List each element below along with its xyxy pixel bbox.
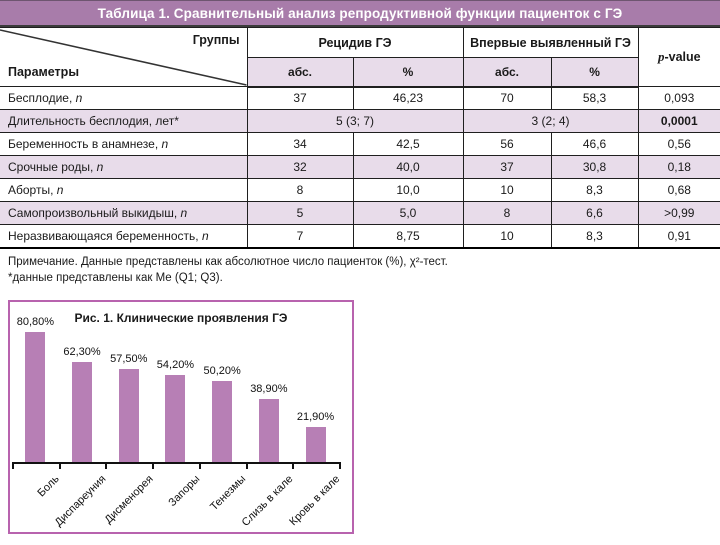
- bar-3: [165, 374, 186, 462]
- bar-value-label: 62,30%: [63, 345, 101, 358]
- table-row: Бесплодие, n 37 46,23 70 58,3 0,093: [0, 86, 720, 110]
- axis-tick: [105, 461, 108, 469]
- figure-1-box: Рис. 1. Клинические проявления ГЭ 80,80%…: [8, 299, 354, 534]
- diagonal-corner-cell: Группы Параметры: [0, 27, 248, 87]
- cell: 34: [246, 132, 354, 156]
- subheader-pct-2: %: [550, 57, 639, 88]
- comparison-table: Группы Параметры Рецидив ГЭ Впервые выяв…: [0, 27, 720, 249]
- header-row-groups: Группы Параметры Рецидив ГЭ Впервые выяв…: [0, 27, 720, 87]
- row-label: Самопроизвольный выкидыш, n: [0, 201, 248, 225]
- cell: 8: [246, 178, 354, 202]
- cell: 46,23: [352, 86, 464, 110]
- category-label: Тенезмы: [208, 472, 249, 513]
- p-italic: p: [657, 49, 665, 64]
- footnote-line-1: Примечание. Данные представлены как абсо…: [8, 255, 448, 268]
- table-footnote: Примечание. Данные представлены как абсо…: [8, 254, 712, 287]
- axis-tick: [12, 461, 14, 469]
- cell: 8,3: [550, 224, 639, 249]
- cell-p-value: 0,18: [637, 155, 720, 179]
- bar-chart-plot-area: 80,80% Боль 62,30% Диспареуния 57,50% Дисмено…: [10, 302, 352, 532]
- axis-tick: [152, 461, 155, 469]
- axis-tick: [292, 461, 295, 469]
- subheader-pct-1: %: [352, 57, 464, 88]
- cell-p-value: 0,0001: [637, 109, 720, 133]
- row-label: Длительность бесплодия, лет*: [0, 109, 248, 133]
- cell: 37: [462, 155, 552, 179]
- category-label: Дисменорея: [102, 472, 156, 526]
- bar-1: [72, 361, 93, 462]
- footnote-line-2: *данные представлены как Ме (Q1; Q3).: [8, 272, 223, 285]
- table-row: Беременность в анамнезе, n 34 42,5 56 46…: [0, 132, 720, 156]
- table-row: Длительность бесплодия, лет* 5 (3; 7) 3 …: [0, 109, 720, 133]
- bar-4: [212, 380, 233, 462]
- table-row: Самопроизвольный выкидыш, n 5 5,0 8 6,6 …: [0, 201, 720, 225]
- cell: 7: [246, 224, 354, 249]
- bar-0: [25, 331, 46, 462]
- column-group-newly-diagnosed: Впервые выявленный ГЭ: [462, 27, 639, 58]
- bar-value-label: 80,80%: [16, 315, 55, 328]
- cell: 46,6: [550, 132, 639, 156]
- bar-6: [305, 426, 326, 462]
- cell: 56: [462, 132, 552, 156]
- axis-tick: [58, 461, 61, 469]
- table-row: Срочные роды, n 32 40,0 37 30,8 0,18: [0, 155, 720, 179]
- cell-p-value: 0,56: [637, 132, 720, 156]
- cell-p-value: 0,093: [637, 86, 720, 110]
- bar-5: [258, 398, 279, 462]
- column-p-value: p-value: [637, 27, 720, 87]
- category-label: Запоры: [165, 472, 202, 509]
- cell: 5,0: [352, 201, 464, 225]
- bar-value-label: 21,90%: [296, 410, 335, 423]
- row-label: Бесплодие, n: [0, 86, 248, 110]
- cell: 5: [246, 201, 354, 225]
- category-label: Боль: [35, 472, 62, 500]
- bar-value-label: 54,20%: [156, 358, 195, 371]
- cell: 40,0: [352, 155, 464, 179]
- bar-value-label: 57,50%: [110, 352, 148, 365]
- cell: 8,3: [550, 178, 639, 202]
- x-axis-line: [12, 461, 341, 464]
- cell: 42,5: [352, 132, 464, 156]
- table-row: Неразвивающаяся беременность, n 7 8,75 1…: [0, 224, 720, 249]
- cell: 8: [462, 201, 552, 225]
- row-label: Аборты, n: [0, 178, 248, 202]
- cell: 70: [462, 86, 552, 110]
- cell: 10,0: [352, 178, 464, 202]
- bar-value-label: 38,90%: [250, 382, 288, 395]
- cell-p-value: 0,91: [637, 224, 720, 249]
- axis-tick: [338, 461, 341, 469]
- chart-title: Рис. 1. Клинические проявления ГЭ: [74, 310, 288, 325]
- cell-merged: 3 (2; 4): [462, 109, 639, 133]
- subheader-abs-1: абс.: [247, 57, 354, 88]
- header-row-subcolumns: абс. % абс. %: [0, 57, 720, 88]
- p-rest: -value: [664, 50, 701, 64]
- axis-tick: [198, 461, 201, 469]
- cell: 10: [462, 178, 552, 202]
- cell: 32: [246, 155, 354, 179]
- cell: 30,8: [550, 155, 639, 179]
- cell: 10: [462, 224, 552, 249]
- cell-merged: 5 (3; 7): [246, 109, 464, 133]
- cell-p-value: 0,68: [637, 178, 720, 202]
- row-label: Беременность в анамнезе, n: [0, 132, 248, 156]
- row-label: Срочные роды, n: [0, 155, 248, 179]
- axis-tick: [245, 461, 248, 469]
- cell: 6,6: [550, 201, 639, 225]
- table-title: Таблица 1. Сравнительный анализ репродук…: [0, 0, 720, 27]
- cell: 8,75: [352, 224, 464, 249]
- bar-value-label: 50,20%: [203, 364, 241, 377]
- row-label: Неразвивающаяся беременность, n: [0, 224, 248, 249]
- cell: 58,3: [550, 86, 639, 110]
- subheader-abs-2: абс.: [462, 57, 552, 88]
- cell: 37: [246, 86, 354, 110]
- table-row: Аборты, n 8 10,0 10 8,3 0,68: [0, 178, 720, 202]
- corner-label-parameters: Параметры: [8, 65, 79, 79]
- bar-2: [118, 368, 139, 462]
- diagonal-line: [0, 28, 247, 86]
- column-group-relapse: Рецидив ГЭ: [246, 27, 464, 58]
- cell-p-value: >0,99: [637, 201, 720, 225]
- corner-label-groups: Группы: [192, 33, 240, 47]
